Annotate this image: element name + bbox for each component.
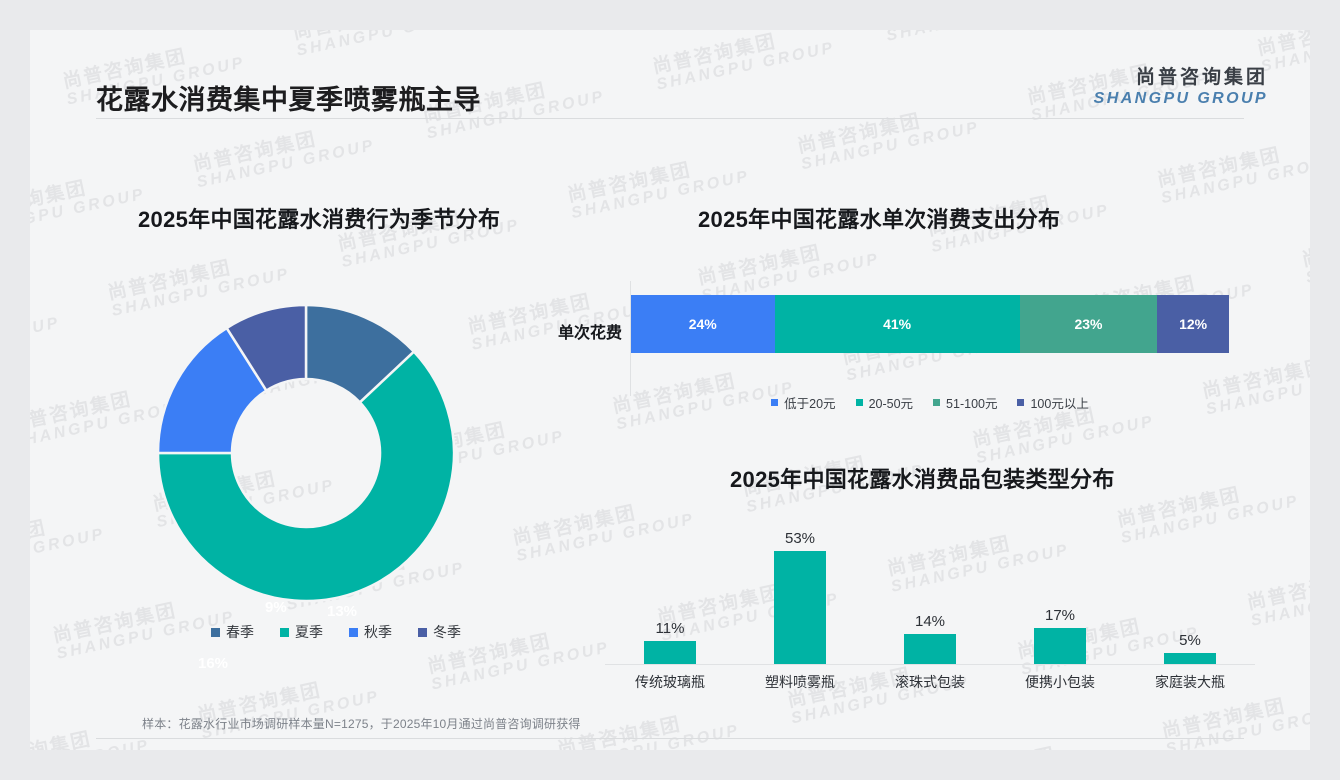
column-bar-value-label: 5% — [1179, 632, 1201, 649]
stacked-bar-segment[interactable]: 24% — [631, 295, 775, 353]
donut-legend-item[interactable]: 冬季 — [418, 622, 461, 642]
column-bar-value-label: 11% — [655, 620, 685, 637]
stacked-bar-legend-label: 51-100元 — [946, 397, 998, 411]
stacked-bar-legend-label: 低于20元 — [784, 397, 836, 411]
column-bar[interactable] — [904, 634, 956, 664]
legend-swatch-icon — [280, 627, 289, 637]
column-bar[interactable] — [1164, 653, 1216, 664]
stacked-bar-chart: 单次花费 24% 41% 23% 12% 低于20元 20-50元 51-100元 100元… — [530, 275, 1270, 425]
donut-legend-item[interactable]: 秋季 — [349, 622, 392, 642]
copyright-text: ©2025.12 SHANGPU GROUP — [96, 749, 265, 750]
column-bar-group[interactable]: 53% — [735, 530, 865, 664]
legend-swatch-icon — [933, 399, 941, 406]
stacked-bar-legend-item[interactable]: 低于20元 — [771, 393, 836, 412]
legend-swatch-icon — [211, 627, 220, 637]
column-chart-category-label: 传统玻璃瓶 — [635, 674, 705, 690]
donut-chart-title: 2025年中国花露水消费行为季节分布 — [138, 207, 501, 232]
donut-slice[interactable] — [224, 303, 308, 393]
column-chart-category-label: 便携小包装 — [1025, 674, 1095, 690]
stacked-bar-segment[interactable]: 41% — [774, 295, 1020, 353]
stacked-bar-legend-item[interactable]: 51-100元 — [933, 393, 997, 412]
header-divider — [96, 118, 1244, 119]
stacked-bar-segment-label: 12% — [1179, 316, 1208, 332]
column-bar-group[interactable]: 5% — [1125, 632, 1255, 664]
column-bar[interactable] — [644, 641, 696, 664]
column-bar[interactable] — [774, 551, 826, 664]
column-bar-group[interactable]: 14% — [865, 613, 995, 664]
logo-chinese-text: 尚普咨询集团 — [1135, 67, 1268, 88]
donut-chart-svg — [156, 303, 456, 603]
column-bar[interactable] — [1034, 628, 1086, 664]
stacked-bar-legend-label: 20-50元 — [868, 397, 914, 411]
donut-legend-label: 夏季 — [295, 624, 323, 640]
stacked-bar-legend-item[interactable]: 20-50元 — [855, 393, 914, 412]
stacked-bar-segment[interactable]: 12% — [1157, 295, 1229, 353]
column-chart-baseline — [605, 664, 1255, 665]
stacked-bar-legend-label: 100元以上 — [1030, 397, 1089, 411]
stacked-bar-legend-item[interactable]: 100元以上 — [1017, 393, 1089, 412]
stacked-bar-segment[interactable]: 23% — [1019, 295, 1158, 353]
website-link[interactable]: www.shangpu-china.com — [1105, 749, 1244, 750]
donut-legend-label: 春季 — [226, 624, 254, 640]
footer-divider — [96, 738, 1244, 739]
donut-legend-item[interactable]: 夏季 — [280, 622, 323, 642]
stacked-bar-segment-label: 24% — [688, 316, 717, 332]
donut-slice[interactable] — [156, 349, 456, 603]
page-title: 花露水消费集中夏季喷雾瓶主导 — [96, 85, 481, 115]
stacked-bar-legend: 低于20元 20-50元 51-100元 100元以上 — [631, 393, 1229, 412]
column-bar-group[interactable]: 11% — [605, 620, 735, 664]
donut-chart-legend: 春季 夏季 秋季 冬季 — [126, 622, 546, 642]
legend-swatch-icon — [855, 399, 863, 406]
column-chart-category-label: 塑料喷雾瓶 — [765, 674, 835, 690]
donut-legend-item[interactable]: 春季 — [211, 622, 254, 642]
column-bar-value-label: 14% — [914, 613, 946, 630]
column-chart-category-label: 滚珠式包装 — [895, 674, 965, 690]
stacked-bar-axis-line — [630, 281, 631, 396]
legend-swatch-icon — [1017, 399, 1025, 406]
legend-swatch-icon — [418, 627, 427, 637]
stacked-bar-chart-title: 2025年中国花露水单次消费支出分布 — [698, 207, 1061, 232]
column-chart-title: 2025年中国花露水消费品包装类型分布 — [730, 467, 1115, 492]
stacked-bar-segment-label: 41% — [883, 316, 912, 332]
donut-legend-label: 秋季 — [364, 624, 392, 640]
donut-slice-label: 13% — [327, 603, 358, 620]
brand-logo: 尚普咨询集团 SHANGPU GROUP — [1094, 62, 1268, 108]
slide-header: 花露水消费集中夏季喷雾瓶主导 尚普咨询集团 SHANGPU GROUP — [30, 30, 1310, 118]
legend-swatch-icon — [349, 627, 358, 637]
stacked-bar-category-label: 单次花费 — [557, 325, 622, 342]
column-chart-category-label: 家庭装大瓶 — [1155, 674, 1225, 690]
legend-swatch-icon — [771, 399, 779, 406]
donut-slice-label: 16% — [198, 655, 229, 672]
column-bar-value-label: 53% — [784, 530, 816, 547]
donut-slice-label: 9% — [265, 599, 287, 616]
sample-footnote: 样本：花露水行业市场调研样本量N=1275，于2025年10月通过尚普咨询调研获… — [142, 717, 581, 731]
column-chart: 11% 传统玻璃瓶 53% 塑料喷雾瓶 14% 滚珠式包装 17% 便携小包装 5% 家庭装大瓶 — [590, 500, 1270, 700]
logo-english-text: SHANGPU GROUP — [1093, 90, 1268, 107]
column-bar-value-label: 17% — [1044, 607, 1076, 624]
stacked-bar-segment-label: 23% — [1074, 316, 1103, 332]
stacked-bar-track: 24% 41% 23% 12% — [631, 295, 1229, 353]
donut-legend-label: 冬季 — [433, 624, 461, 640]
column-bar-group[interactable]: 17% — [995, 607, 1125, 664]
